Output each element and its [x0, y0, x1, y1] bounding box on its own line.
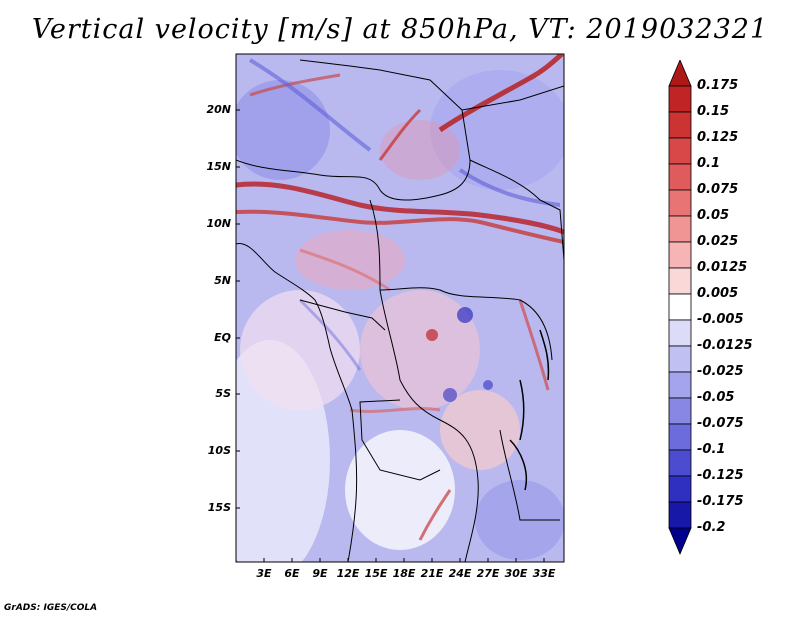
lon-label: 12E [336, 567, 360, 580]
colorbar-swatch [668, 163, 692, 191]
colorbar-cap-bottom [668, 527, 692, 556]
lat-label: 10S [207, 444, 231, 457]
colorbar-swatch [668, 423, 692, 451]
colorbar-swatch [668, 345, 692, 373]
colorbar-label: 0.0125 [697, 260, 748, 275]
colorbar-swatch [668, 111, 692, 139]
lon-label: 6E [284, 567, 300, 580]
lat-label: 10N [206, 217, 231, 230]
colorbar-label: -0.1 [697, 442, 726, 457]
lat-label: 20N [206, 103, 231, 116]
colorbar-label: 0.075 [697, 182, 739, 197]
colorbar-label: 0.005 [697, 286, 739, 301]
footer-credit: GrADS: IGES/COLA [4, 603, 98, 613]
lon-label: 27E [476, 567, 500, 580]
colorbar-label: 0.15 [697, 104, 730, 119]
colorbar-swatch [668, 137, 692, 165]
colorbar-swatch [668, 215, 692, 243]
colorbar-swatch [668, 501, 692, 529]
colorbar-label: -0.125 [697, 468, 744, 483]
lat-label: 15S [207, 501, 231, 514]
colorbar-label: 0.125 [697, 130, 739, 145]
colorbar-swatch [668, 397, 692, 425]
colorbar-label: -0.005 [697, 312, 744, 327]
colorbar-label: 0.1 [697, 156, 721, 171]
lon-label: 9E [312, 567, 328, 580]
colorbar-swatch [668, 449, 692, 477]
colorbar-swatch [668, 267, 692, 295]
map-frame [235, 53, 565, 563]
lon-label: 18E [392, 567, 416, 580]
colorbar-swatch [668, 189, 692, 217]
colorbar-swatch [668, 293, 692, 321]
lat-label: 5S [215, 387, 231, 400]
colorbar-cap-top [668, 60, 692, 87]
colorbar-swatch [668, 475, 692, 503]
lon-label: 3E [256, 567, 272, 580]
lon-label: 30E [504, 567, 528, 580]
colorbar-label: 0.025 [697, 234, 739, 249]
colorbar-swatch [668, 85, 692, 113]
colorbar-swatch [668, 319, 692, 347]
colorbar-swatch [668, 371, 692, 399]
colorbar-label: -0.0125 [697, 338, 753, 353]
colorbar [668, 60, 692, 556]
colorbar-label: -0.075 [697, 416, 744, 431]
colorbar-label: -0.05 [697, 390, 735, 405]
plot-title: Vertical velocity [m/s] at 850hPa, VT: 2… [31, 14, 769, 45]
colorbar-label: 0.175 [697, 78, 739, 93]
colorbar-label: -0.175 [697, 494, 744, 509]
lon-label: 33E [532, 567, 556, 580]
colorbar-label: -0.025 [697, 364, 744, 379]
lon-label: 24E [448, 567, 472, 580]
colorbar-label: 0.05 [697, 208, 730, 223]
lat-label: 15N [206, 160, 231, 173]
lon-label: 15E [364, 567, 388, 580]
colorbar-swatch [668, 241, 692, 269]
lat-label: 5N [214, 274, 231, 287]
lon-label: 21E [420, 567, 444, 580]
colorbar-label: -0.2 [697, 520, 726, 535]
lat-label: EQ [214, 331, 231, 344]
